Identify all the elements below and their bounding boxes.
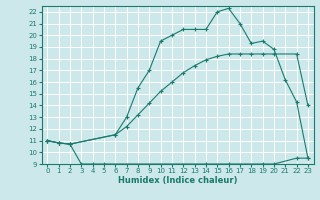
X-axis label: Humidex (Indice chaleur): Humidex (Indice chaleur) [118,176,237,185]
